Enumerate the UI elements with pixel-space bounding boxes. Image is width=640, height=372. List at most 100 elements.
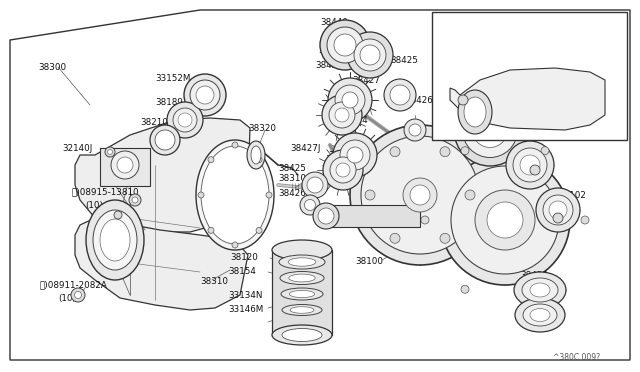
Text: UP TO JUN.'82: UP TO JUN.'82 <box>437 103 498 112</box>
Circle shape <box>114 211 122 219</box>
Ellipse shape <box>451 166 559 274</box>
Text: ^380C 009?: ^380C 009? <box>553 353 600 362</box>
Text: 38103: 38103 <box>510 144 538 153</box>
Text: 38421: 38421 <box>448 106 476 115</box>
Ellipse shape <box>279 255 325 269</box>
Ellipse shape <box>330 157 356 183</box>
Ellipse shape <box>167 102 203 138</box>
Text: 38453: 38453 <box>325 32 353 41</box>
Circle shape <box>440 147 450 157</box>
Ellipse shape <box>440 155 570 285</box>
Text: 38423: 38423 <box>328 151 356 160</box>
Ellipse shape <box>475 190 535 250</box>
Ellipse shape <box>523 304 557 326</box>
Circle shape <box>553 213 563 223</box>
Text: 38426: 38426 <box>278 189 306 198</box>
Circle shape <box>421 216 429 224</box>
Ellipse shape <box>100 219 130 261</box>
Ellipse shape <box>335 108 349 122</box>
Ellipse shape <box>322 95 362 135</box>
Text: (10): (10) <box>58 294 76 302</box>
Ellipse shape <box>334 34 356 56</box>
Ellipse shape <box>514 272 566 308</box>
Ellipse shape <box>513 148 547 182</box>
Circle shape <box>198 192 204 198</box>
Circle shape <box>458 95 468 105</box>
Text: 38154: 38154 <box>228 267 256 276</box>
Text: 38423: 38423 <box>315 61 343 70</box>
Ellipse shape <box>520 155 540 175</box>
Ellipse shape <box>282 328 322 341</box>
Ellipse shape <box>464 97 486 127</box>
Circle shape <box>461 285 469 293</box>
Ellipse shape <box>251 146 261 164</box>
Ellipse shape <box>472 112 508 148</box>
Bar <box>432 12 627 140</box>
Text: 38453: 38453 <box>520 270 548 279</box>
Ellipse shape <box>327 27 363 63</box>
Text: 33152M: 33152M <box>155 74 190 83</box>
Ellipse shape <box>111 151 139 179</box>
Bar <box>100 148 150 186</box>
Text: 32140J: 32140J <box>62 144 92 153</box>
Ellipse shape <box>549 201 567 219</box>
Text: 38424: 38424 <box>340 115 368 125</box>
Ellipse shape <box>272 325 332 345</box>
Ellipse shape <box>305 199 316 211</box>
Polygon shape <box>450 68 605 130</box>
Circle shape <box>74 292 81 298</box>
Text: 38210: 38210 <box>140 118 168 126</box>
Ellipse shape <box>300 195 320 215</box>
Ellipse shape <box>196 140 274 250</box>
Ellipse shape <box>506 141 554 189</box>
Ellipse shape <box>290 307 314 313</box>
Ellipse shape <box>329 102 355 128</box>
Polygon shape <box>75 218 248 310</box>
Ellipse shape <box>530 308 550 321</box>
Polygon shape <box>75 118 250 232</box>
Ellipse shape <box>536 188 580 232</box>
Text: 38425: 38425 <box>390 55 418 64</box>
Circle shape <box>440 233 450 243</box>
Ellipse shape <box>543 195 573 225</box>
Bar <box>330 205 420 227</box>
Text: 38427: 38427 <box>352 76 380 84</box>
Circle shape <box>465 190 475 200</box>
Ellipse shape <box>201 146 269 244</box>
Text: 38426: 38426 <box>405 96 433 105</box>
Circle shape <box>530 165 540 175</box>
Text: Ⓝ)08911-2082A: Ⓝ)08911-2082A <box>40 280 108 289</box>
Ellipse shape <box>86 200 144 280</box>
Circle shape <box>105 147 115 157</box>
Ellipse shape <box>347 32 393 78</box>
Circle shape <box>208 227 214 233</box>
Circle shape <box>208 157 214 163</box>
Circle shape <box>581 216 589 224</box>
Ellipse shape <box>313 203 339 229</box>
Ellipse shape <box>340 140 370 170</box>
Text: 38189: 38189 <box>155 97 183 106</box>
Ellipse shape <box>117 157 133 173</box>
Ellipse shape <box>404 119 426 141</box>
Ellipse shape <box>289 291 315 298</box>
Ellipse shape <box>458 90 492 134</box>
Text: 38425: 38425 <box>278 164 306 173</box>
Ellipse shape <box>354 39 386 71</box>
Ellipse shape <box>403 178 437 212</box>
Ellipse shape <box>247 141 265 169</box>
Ellipse shape <box>196 86 214 104</box>
Ellipse shape <box>410 185 430 205</box>
Circle shape <box>390 233 400 243</box>
Bar <box>272 250 332 335</box>
Ellipse shape <box>347 147 363 163</box>
Ellipse shape <box>320 20 370 70</box>
Ellipse shape <box>522 278 558 302</box>
Ellipse shape <box>280 272 324 285</box>
Ellipse shape <box>350 125 490 265</box>
Ellipse shape <box>335 85 365 115</box>
Text: (10): (10) <box>445 33 463 42</box>
Circle shape <box>108 150 113 154</box>
Ellipse shape <box>173 108 197 132</box>
Ellipse shape <box>384 79 416 111</box>
Ellipse shape <box>360 45 380 65</box>
